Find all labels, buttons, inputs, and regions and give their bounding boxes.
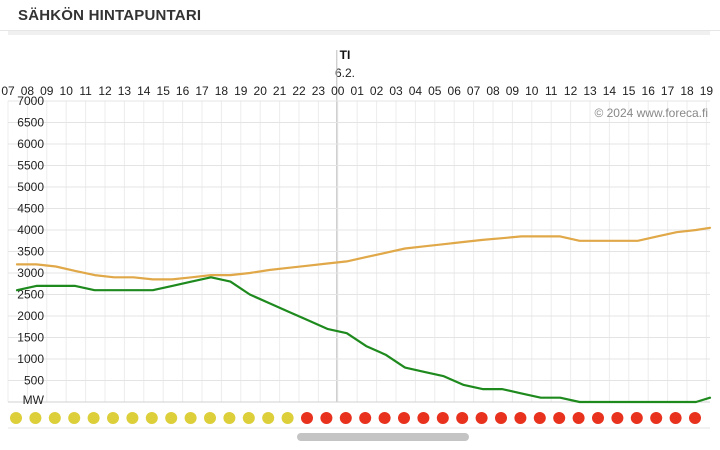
price-indicator-dot [398,412,410,424]
price-indicator-dot [572,412,585,424]
x-tick-label: 16 [176,84,190,98]
x-tick-label: 01 [351,84,365,98]
scrollbar-thumb[interactable] [297,433,469,441]
x-tick-label: 08 [486,84,500,98]
price-indicator-dot [281,412,294,424]
x-tick-label: 15 [622,84,636,98]
x-tick-label: 06 [448,84,462,98]
y-tick-label: 6500 [17,116,44,130]
x-tick-label: 21 [273,84,287,98]
price-indicator-dot [320,412,333,424]
x-tick-label: 13 [118,84,132,98]
x-tick-label: 07 [1,84,15,98]
price-indicator-dot [107,412,119,424]
x-tick-label: 12 [564,84,578,98]
x-tick-label: 08 [21,84,35,98]
price-indicator-dot [689,412,701,424]
x-tick-label: 02 [370,84,384,98]
price-indicator-dot [10,412,22,424]
price-indicator-dot [48,412,61,424]
price-indicator-dot [359,412,372,424]
y-tick-label: 3500 [17,245,44,259]
price-indicator-dot [242,412,255,424]
x-tick-label: 23 [312,84,326,98]
date-label: 6.2. [334,66,355,80]
price-indicator-dot [262,412,275,424]
price-indicator-dot [553,412,566,424]
price-indicator-dot [378,412,391,424]
y-tick-label: 7000 [17,94,44,108]
price-indicator-dot [456,412,469,424]
price-indicator-dot [184,412,197,424]
price-indicator-dot [68,412,81,424]
price-indicator-dot [611,412,624,424]
x-tick-label: 09 [40,84,54,98]
y-axis-label: MW [23,393,45,407]
x-tick-label: 04 [409,84,423,98]
price-indicator-dot [495,412,507,424]
x-tick-label: 07 [467,84,481,98]
y-tick-label: 500 [24,374,44,388]
price-indicator-dot [145,412,158,424]
price-indicator-dot [417,412,430,424]
price-indicator-dot [339,412,352,424]
x-tick-label: 13 [583,84,597,98]
x-tick-label: 11 [545,84,558,98]
x-tick-label: 15 [157,84,171,98]
x-tick-label: 18 [680,84,694,98]
x-tick-label: 12 [98,84,112,98]
series-line-1 [15,276,712,404]
price-indicator-dot [514,412,527,424]
y-tick-label: 4500 [17,202,44,216]
x-tick-label: 22 [292,84,306,98]
day-label: TI [339,48,351,62]
header: SÄHKÖN HINTAPUNTARI [0,0,720,31]
x-tick-label: 09 [506,84,520,98]
y-tick-label: 2500 [17,288,44,302]
x-tick-label: 14 [137,84,151,98]
series-line-0 [15,226,712,281]
price-indicator-dot [301,412,313,424]
y-tick-label: 3000 [17,266,44,280]
x-tick-label: 10 [525,84,539,98]
price-indicator-dot [126,412,139,424]
y-tick-label: 1000 [17,352,44,366]
x-tick-label: 05 [428,84,442,98]
page-title: SÄHKÖN HINTAPUNTARI [18,7,202,24]
x-tick-label: 00 [331,84,345,98]
price-indicator-dot [630,412,643,424]
x-tick-label: 11 [79,84,92,98]
y-tick-label: 6000 [17,137,44,151]
header-divider [8,31,710,35]
x-tick-label: 10 [60,84,74,98]
y-tick-label: 4000 [17,223,44,237]
price-indicator-dot [165,412,178,424]
x-tick-label: 16 [642,84,656,98]
price-indicator-dot [592,412,604,424]
price-indicator-dot [29,412,42,424]
x-tick-label: 18 [215,84,229,98]
y-tick-label: 2000 [17,309,44,323]
x-tick-label: 03 [389,84,403,98]
price-indicator-dot [436,412,449,424]
price-indicator-dot [475,412,488,424]
price-indicator-dot [533,412,546,424]
x-tick-label: 17 [195,84,209,98]
y-tick-label: 5000 [17,180,44,194]
x-tick-label: 17 [661,84,675,98]
price-indicator-dot [87,412,100,424]
copyright-text: © 2024 www.foreca.fi [594,106,708,120]
x-tick-label: 19 [234,84,248,98]
x-tick-label: 19 [700,84,714,98]
x-tick-label: 14 [603,84,617,98]
y-tick-label: 5500 [17,159,44,173]
price-indicator-dot [223,412,236,424]
price-indicator-dot [650,412,663,424]
x-tick-label: 20 [254,84,268,98]
y-tick-label: 1500 [17,331,44,345]
price-indicator-dot [669,412,682,424]
price-indicator-dot [204,412,216,424]
